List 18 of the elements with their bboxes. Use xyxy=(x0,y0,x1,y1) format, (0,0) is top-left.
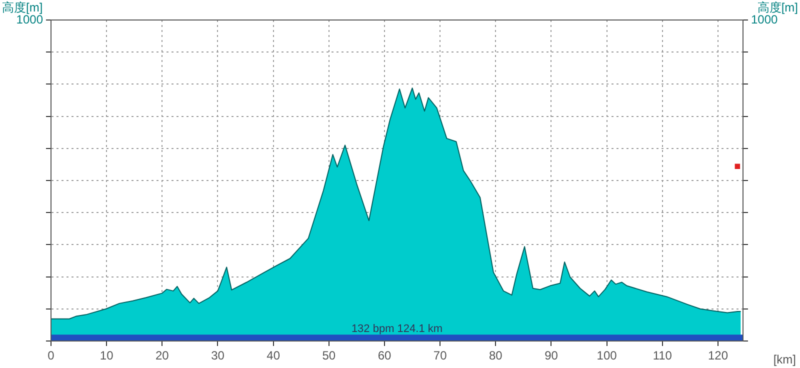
x-tick-label: 20 xyxy=(155,348,170,363)
x-tick-label: 30 xyxy=(211,348,225,363)
x-tick-label: 60 xyxy=(378,348,392,363)
x-tick-label: 10 xyxy=(100,348,114,363)
text: 1000 xyxy=(751,12,778,26)
x-axis-title: [km] xyxy=(773,352,796,366)
x-tick-label: 40 xyxy=(266,348,280,363)
x-tick-label: 110 xyxy=(652,348,672,363)
y-axis-title: 高度[m] xyxy=(2,0,43,14)
x-tick-label: 90 xyxy=(544,348,558,363)
x-tick-label: 0 xyxy=(48,348,55,363)
x-tick-label: 100 xyxy=(596,348,618,363)
x-tick-label: 120 xyxy=(708,348,728,363)
y2-axis-title: 高度[m] xyxy=(757,0,798,14)
x-tick-label: 70 xyxy=(433,348,448,363)
x-tick-label: 50 xyxy=(322,348,336,363)
x-tick-label: 80 xyxy=(488,348,503,363)
band-label: 132 bpm 124.1 km xyxy=(351,323,443,336)
